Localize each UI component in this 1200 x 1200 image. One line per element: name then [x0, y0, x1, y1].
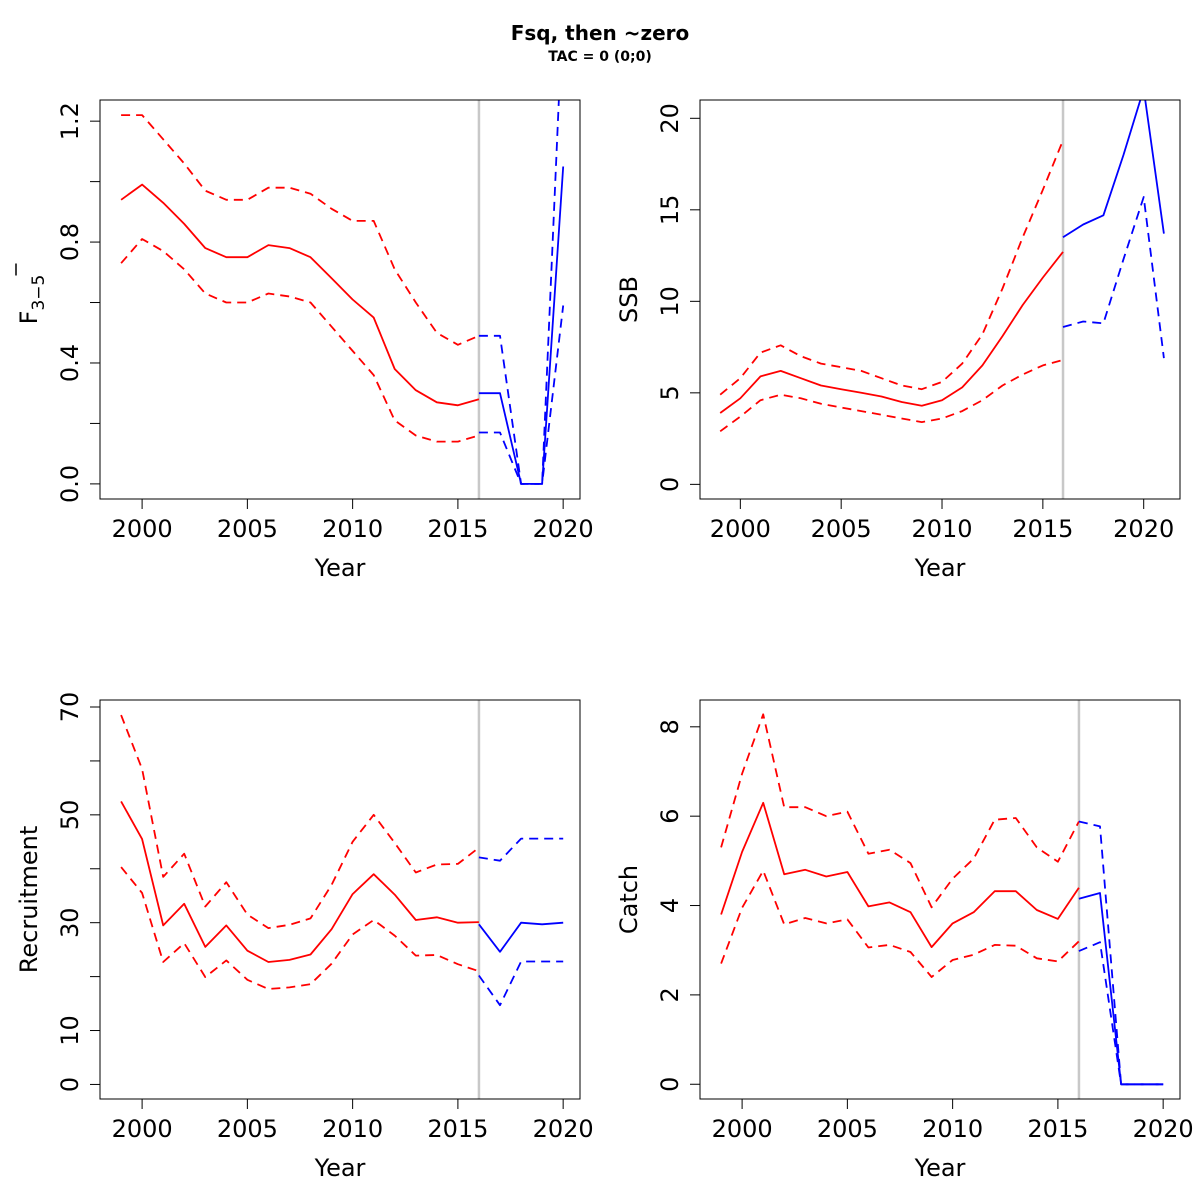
- y-axis-label-subscript: 3−5: [29, 275, 49, 311]
- catch-panel: 2000 2005 2010 2015 2020 0 2 4 6 8 Year Catch: [615, 699, 1194, 1182]
- y-tick-label: 0.4: [56, 344, 84, 382]
- x-axis-label: Year: [314, 1154, 366, 1182]
- projection-solid-series-line: [478, 166, 565, 485]
- x-tick-label: 2010: [322, 515, 383, 543]
- y-tick-label: 1.2: [56, 102, 84, 140]
- historical-dashed-series-line: [720, 713, 1080, 909]
- historical-solid-series-line: [120, 183, 480, 407]
- plot-frame: [99, 99, 581, 500]
- plot-frame: [699, 99, 1181, 500]
- x-tick-label: 2000: [112, 515, 173, 543]
- y-tick-label: 6: [656, 809, 684, 824]
- y-tick-label: 10: [656, 286, 684, 317]
- x-tick-label: 2015: [427, 515, 488, 543]
- x-tick-label: 2000: [112, 1115, 173, 1143]
- y-tick-label: 30: [56, 907, 84, 938]
- x-tick-label: 2005: [217, 515, 278, 543]
- series-group: [720, 713, 1164, 1086]
- x-axis-label: Year: [914, 1154, 966, 1182]
- historical-dashed-series-line: [120, 714, 480, 929]
- y-tick-label: 0.8: [56, 223, 84, 261]
- plot-frame: [99, 699, 581, 1100]
- y-axis-label: Catch: [615, 865, 643, 934]
- y-axis-label: Recruitment: [15, 826, 43, 973]
- y-tick-label: 70: [56, 692, 84, 723]
- x-tick-label: 2000: [710, 515, 771, 543]
- y-tick-label: 50: [56, 800, 84, 831]
- historical-solid-series-line: [719, 251, 1064, 414]
- y-tick-label: 5: [656, 385, 684, 400]
- x-tick-label: 2015: [1012, 515, 1073, 543]
- x-tick-label: 2010: [911, 515, 972, 543]
- x-tick-label: 2015: [427, 1115, 488, 1143]
- historical-dashed-series-line: [121, 114, 480, 346]
- x-tick-label: 2000: [712, 1115, 773, 1143]
- x-tick-label: 2010: [322, 1115, 383, 1143]
- x-tick-label: 2005: [817, 1115, 878, 1143]
- projection-dashed-series-line: [1078, 941, 1164, 1086]
- historical-solid-series-line: [120, 800, 479, 963]
- y-tick-label: 0: [656, 477, 684, 492]
- projection-solid-series-line: [1062, 100, 1165, 239]
- y-tick-label: 2: [656, 987, 684, 1002]
- x-tick-label: 2020: [533, 515, 594, 543]
- series-group: [120, 714, 564, 1007]
- figure-title: Fsq, then ~zero: [511, 21, 690, 45]
- historical-dashed-series-line: [120, 238, 480, 443]
- projection-dashed-series-line: [478, 960, 564, 1007]
- y-axis-label: SSB: [615, 276, 643, 323]
- x-tick-label: 2020: [1113, 515, 1174, 543]
- y-tick-label: 20: [656, 103, 684, 134]
- projection-dashed-series-line: [478, 305, 565, 485]
- figure-subtitle: TAC = 0 (0;0): [548, 49, 652, 65]
- series-group: [120, 100, 565, 485]
- y-axis-label: F3−5: [15, 275, 49, 325]
- x-tick-label: 2015: [1027, 1115, 1088, 1143]
- f-panel: 2000 2005 2010 2015 2020 0.0 0.4 0.8 1.2 Year F3−5: [15, 99, 594, 582]
- y-tick-label: 8: [656, 719, 684, 734]
- projection-solid-series-line: [478, 921, 564, 953]
- x-tick-label: 2020: [533, 1115, 594, 1143]
- projection-dashed-series-line: [478, 837, 564, 862]
- x-tick-label: 2005: [217, 1115, 278, 1143]
- y-tick-label: 4: [656, 898, 684, 913]
- ssb-panel: 2000 2005 2010 2015 2020 0 5 10 15 20 Year SSB: [615, 99, 1181, 582]
- series-group: [719, 100, 1165, 433]
- plot-frame: [699, 699, 1181, 1100]
- y-tick-label: 15: [656, 195, 684, 226]
- x-axis-label: Year: [914, 554, 966, 582]
- y-tick-label: 0: [656, 1077, 684, 1092]
- projection-dashed-series-line: [1062, 196, 1165, 359]
- recruitment-panel: 2000 2005 2010 2015 2020 0 10 30 50 70 Year Recruit…: [15, 692, 594, 1182]
- historical-dashed-series-line: [719, 359, 1064, 433]
- y-tick-label: 0: [56, 1077, 84, 1092]
- projection-dashed-series-line: [1078, 820, 1164, 1086]
- historical-solid-series-line: [720, 801, 1080, 948]
- projection-solid-series-line: [1078, 892, 1164, 1086]
- historical-dashed-series-line: [720, 869, 1080, 978]
- x-tick-label: 2020: [1133, 1115, 1194, 1143]
- historical-dashed-series-line: [719, 139, 1064, 396]
- panels: 2000 2005 2010 2015 20200.00.40.81.2YearF3−5…: [15, 99, 1194, 1182]
- y-tick-label: 10: [56, 1015, 84, 1046]
- historical-dashed-series-line: [120, 866, 480, 990]
- x-axis-label: Year: [314, 554, 366, 582]
- x-tick-label: 2005: [811, 515, 872, 543]
- x-tick-label: 2010: [922, 1115, 983, 1143]
- y-tick-label: 0.0: [56, 465, 84, 503]
